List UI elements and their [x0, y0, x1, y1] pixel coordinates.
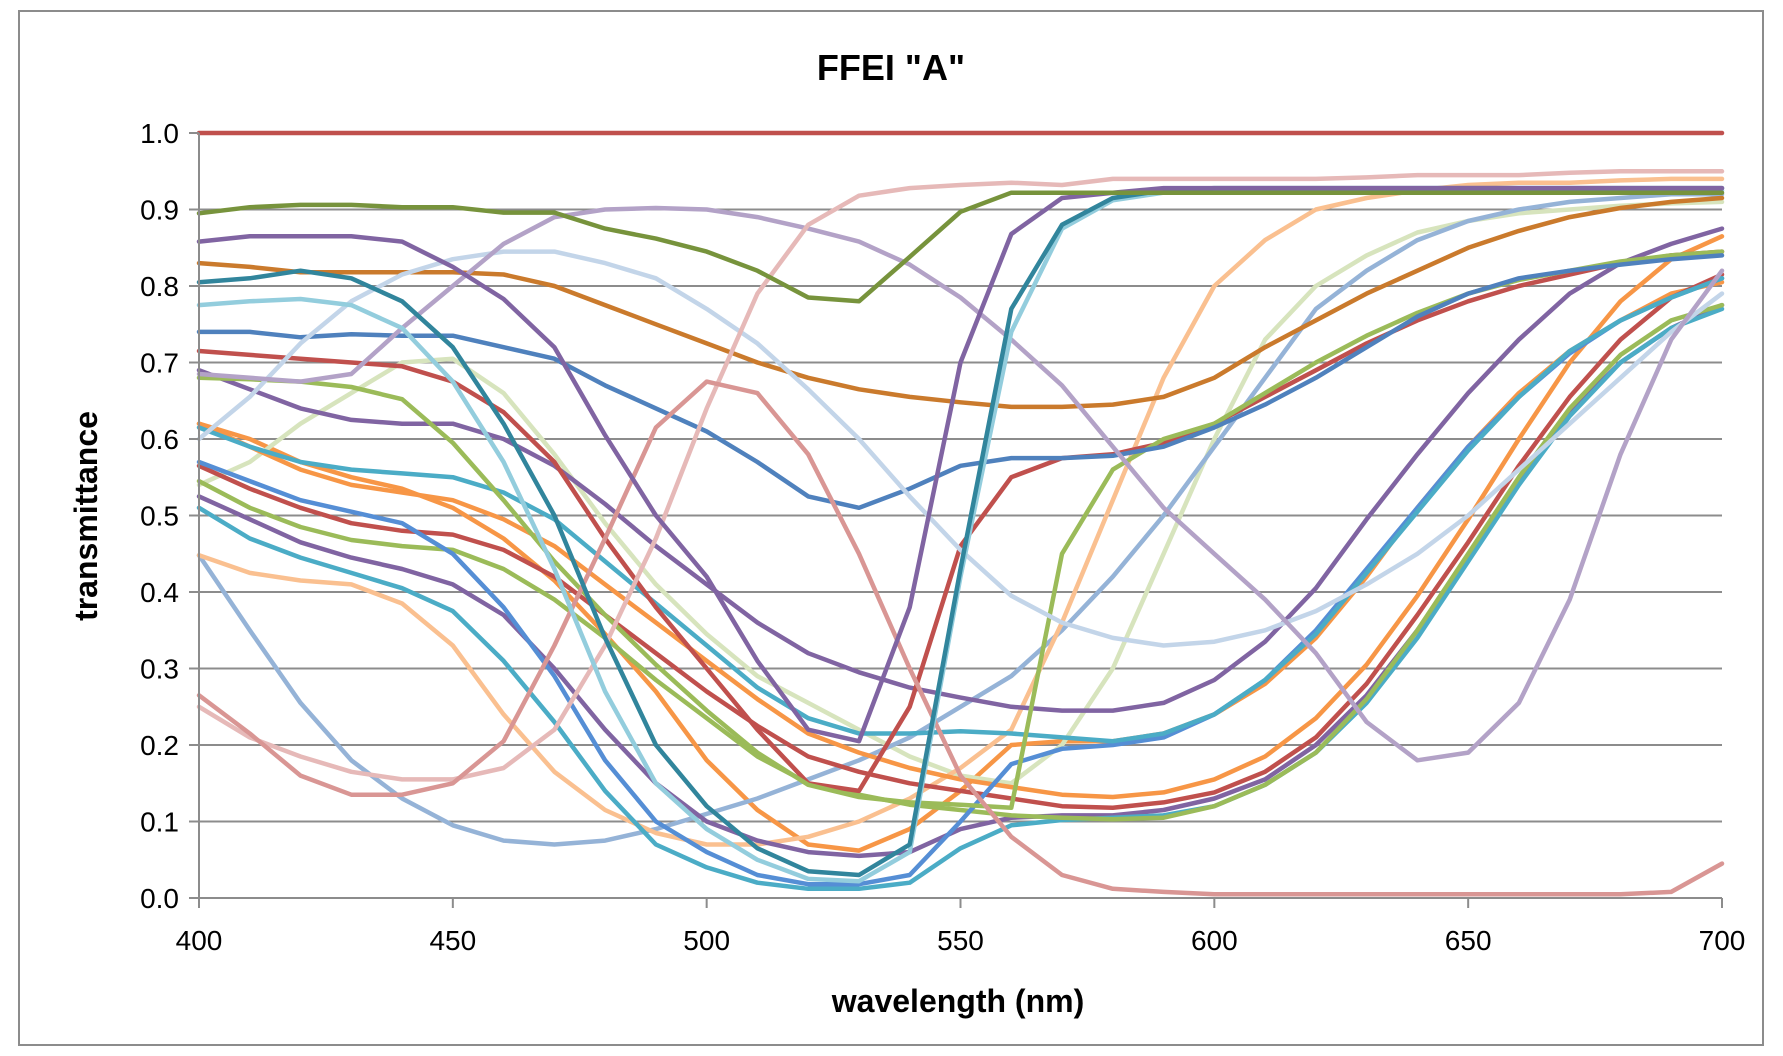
series-line-15 [196, 276, 1725, 744]
series-line-8 [196, 205, 1725, 763]
axes [189, 132, 1723, 908]
series-line-20 [196, 306, 1725, 892]
chart-title: FFEI "A" [817, 47, 965, 88]
y-tick-label: 0.6 [140, 424, 179, 455]
y-tick-label: 0.2 [140, 730, 179, 761]
series-line-2 [196, 190, 1725, 304]
x-tick-label: 450 [429, 925, 476, 956]
series-line-14 [196, 226, 1725, 713]
y-tick-label: 0.0 [140, 883, 179, 914]
tick-labels: 0.0 0.1 0.2 0.3 0.4 0.5 0.6 0.7 0.8 0.9 1.0 400 450 5… [140, 118, 1745, 956]
series-line-18 [196, 272, 1725, 810]
series-line-11 [196, 253, 1725, 511]
x-tick-label: 600 [1191, 925, 1238, 956]
x-tick-label: 400 [176, 925, 223, 956]
x-tick-label: 500 [683, 925, 730, 956]
series-line-7 [196, 169, 1725, 782]
x-tick-label: 550 [937, 925, 984, 956]
x-tick-label: 700 [1699, 925, 1746, 956]
x-axis-label: wavelength (nm) [831, 983, 1084, 1019]
y-tick-label: 0.8 [140, 271, 179, 302]
series-lines [196, 130, 1725, 897]
series-line-19 [196, 302, 1725, 822]
y-tick-label: 1.0 [140, 118, 179, 149]
series-line-9 [196, 249, 1725, 648]
y-axis-label: transmittance [68, 411, 104, 621]
y-tick-label: 0.7 [140, 348, 179, 379]
y-tick-label: 0.5 [140, 501, 179, 532]
series-line-3 [196, 185, 1725, 744]
series-line-6 [196, 379, 1725, 897]
y-tick-label: 0.1 [140, 807, 179, 838]
y-tick-label: 0.9 [140, 195, 179, 226]
series-line-23 [196, 191, 1725, 847]
x-tick-label: 650 [1445, 925, 1492, 956]
series-line-17 [196, 234, 1725, 800]
series-line-22 [196, 176, 1725, 847]
series-line-16 [196, 276, 1725, 887]
y-tick-label: 0.4 [140, 577, 179, 608]
series-line-10 [196, 195, 1725, 410]
y-tick-label: 0.3 [140, 654, 179, 685]
